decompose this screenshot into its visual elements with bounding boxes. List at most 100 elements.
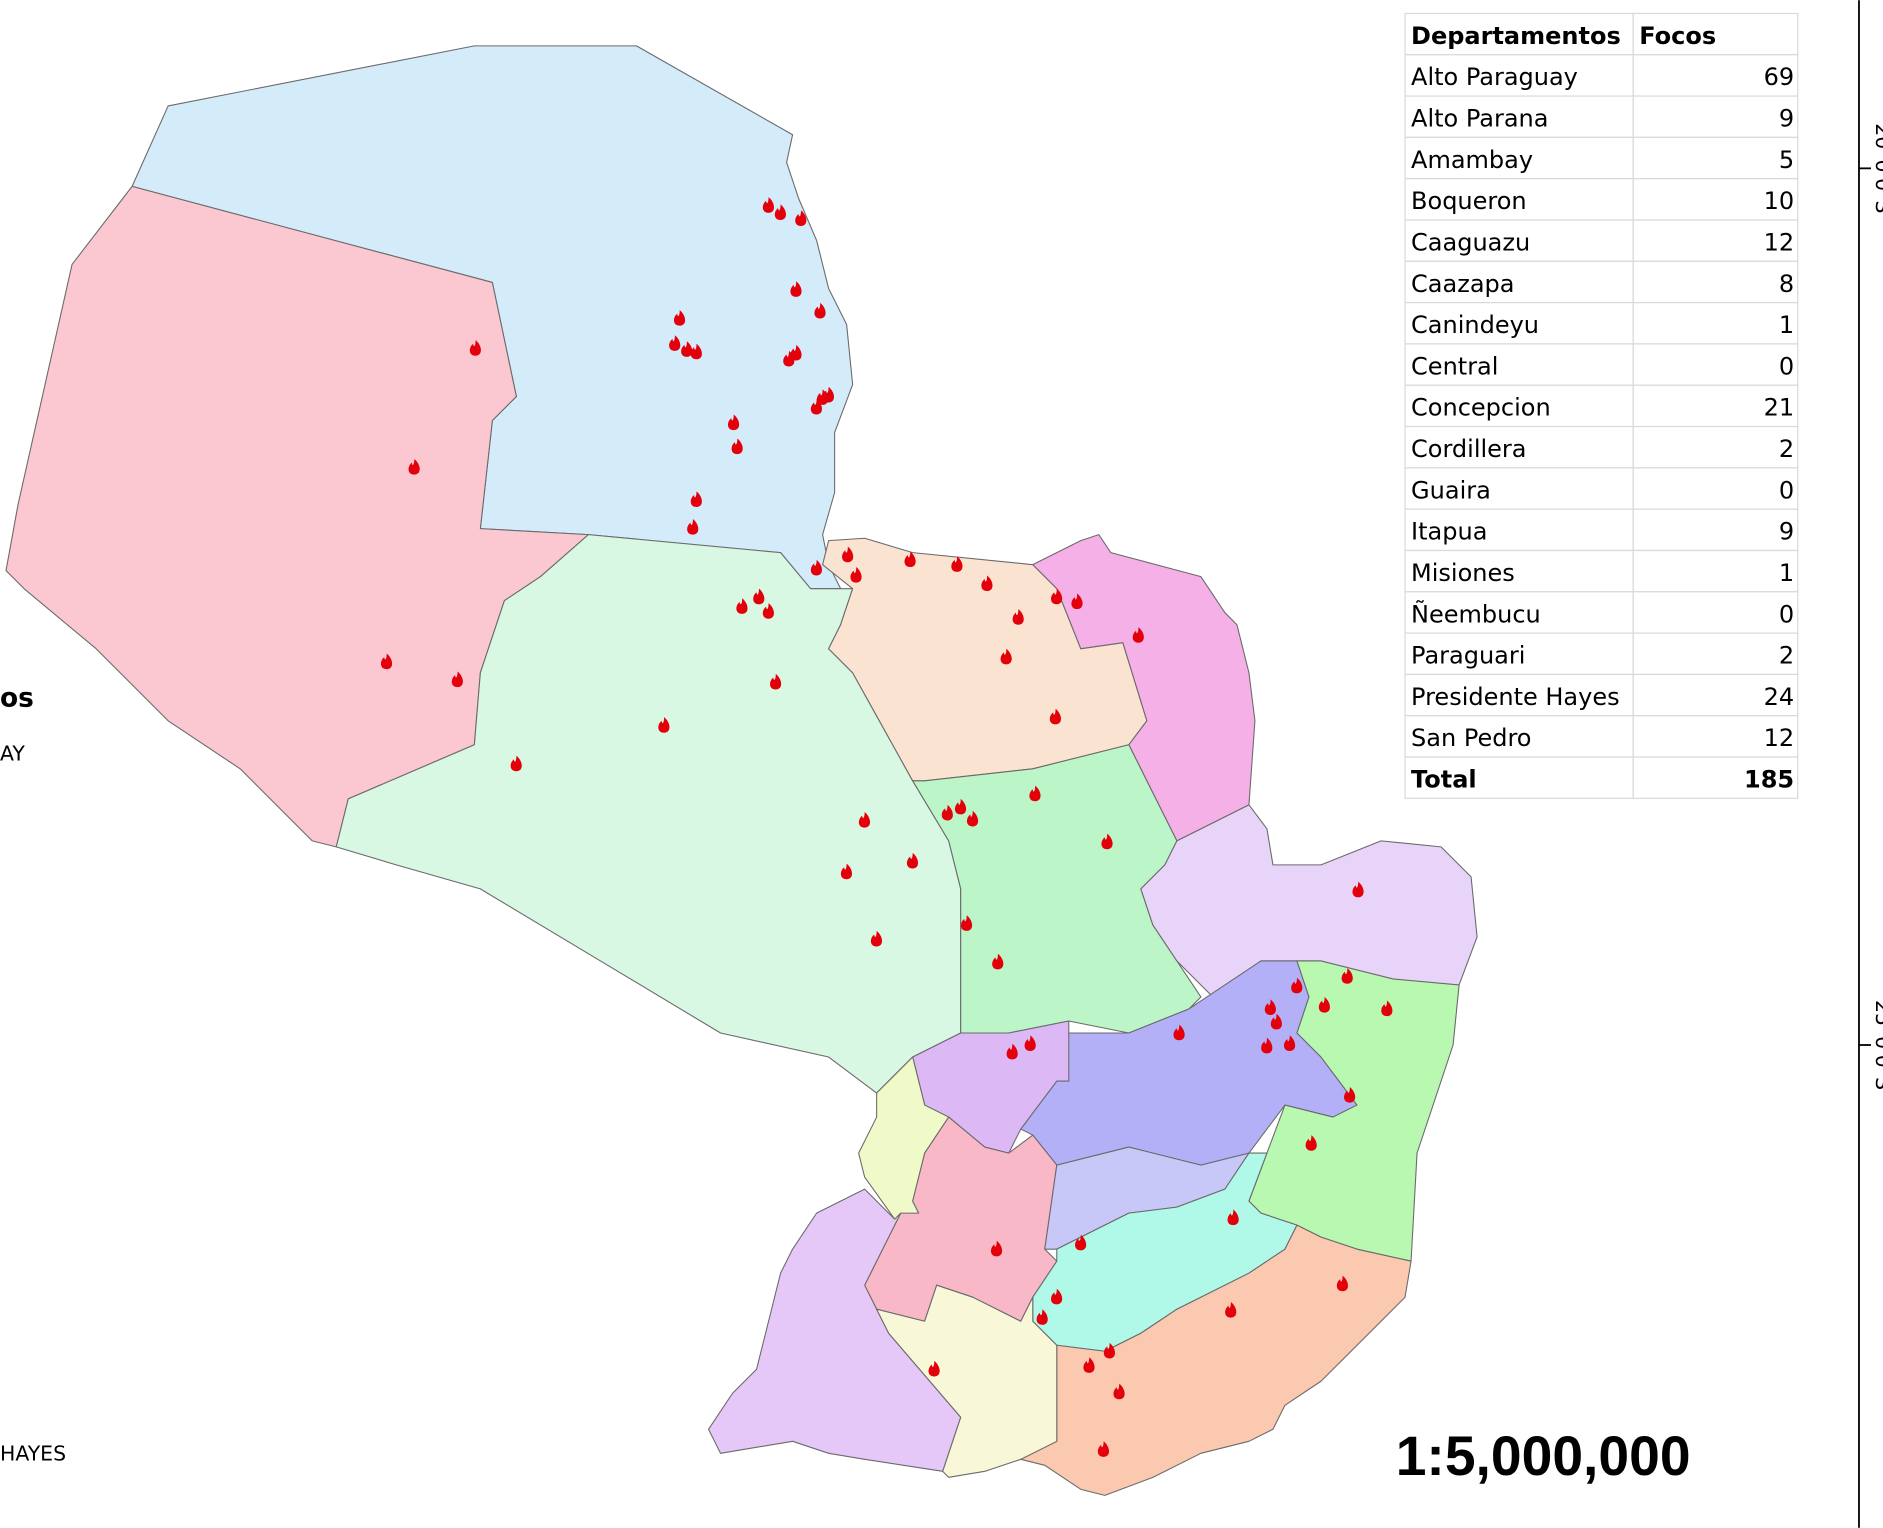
fire-icon	[690, 491, 702, 508]
table-cell	[1632, 549, 1799, 593]
fire-icon	[1225, 1302, 1237, 1318]
fire-icon	[960, 915, 973, 931]
table-label: Itapua	[1411, 518, 1487, 546]
table-cell	[1404, 260, 1634, 304]
fire-icon	[1012, 609, 1024, 625]
table-label: Paraguari	[1411, 642, 1525, 670]
fire-icon	[810, 559, 823, 576]
fire-icon	[906, 852, 919, 869]
table-label: Alto Parana	[1411, 105, 1548, 133]
fire-icon	[1103, 1342, 1116, 1359]
fire-icon	[1075, 1234, 1087, 1251]
table-label: Ñeembucu	[1411, 598, 1541, 628]
table-label: Cordillera	[1411, 435, 1526, 463]
fire-icon	[762, 603, 774, 619]
fire-icon	[1000, 648, 1012, 665]
table-value: 0	[1779, 352, 1794, 380]
fire-icon	[992, 953, 1004, 970]
fire-icon	[1381, 1000, 1393, 1017]
fire-icon	[408, 458, 420, 475]
fire-icon	[1341, 968, 1353, 984]
fire-icon	[795, 210, 807, 226]
fire-icon	[1284, 1035, 1296, 1052]
table-cell	[1404, 549, 1634, 593]
table-label: Canindeyu	[1411, 311, 1539, 339]
table-value: 2	[1779, 642, 1794, 670]
table-cell	[1404, 756, 1634, 799]
fire-icon	[1261, 1037, 1273, 1054]
table-label: Total	[1411, 766, 1477, 794]
table-cell	[1632, 756, 1799, 799]
table-value: 8	[1779, 270, 1794, 298]
table-cell	[1404, 591, 1634, 634]
table-cell	[1632, 384, 1799, 428]
fire-icon	[966, 810, 979, 827]
fire-icon	[1305, 1135, 1317, 1151]
table-cell	[1404, 12, 1634, 56]
itapua-area	[1020, 1224, 1412, 1496]
fire-icon	[731, 438, 743, 455]
departments	[5, 45, 1478, 1496]
fire-icon	[822, 386, 835, 403]
misiones-area	[876, 1284, 1058, 1478]
fire-icon	[1036, 1309, 1048, 1325]
table-cell	[1632, 178, 1799, 221]
fire-markers	[380, 197, 1393, 1457]
table-cell	[1404, 632, 1634, 676]
fire-icon	[681, 341, 693, 357]
table-label: San Pedro	[1411, 724, 1531, 752]
fire-icon	[736, 598, 748, 614]
fire-icon	[1049, 708, 1061, 725]
table-value: 12	[1764, 724, 1795, 752]
fire-icon	[1173, 1024, 1185, 1041]
fire-icon	[1113, 1383, 1125, 1400]
table-cell	[1632, 715, 1799, 758]
fire-icon	[1291, 977, 1303, 994]
fire-icon	[1336, 1275, 1349, 1292]
fire-icon	[1083, 1357, 1095, 1373]
fire-icon	[904, 551, 916, 568]
fire-icon	[669, 335, 681, 351]
table-label: Caazapa	[1411, 270, 1514, 298]
table-cell	[1632, 95, 1799, 138]
table-cell	[1632, 260, 1799, 304]
fire-icon	[870, 930, 883, 947]
fire-icon	[990, 1240, 1003, 1257]
fire-icon	[727, 414, 740, 431]
fire-icon	[753, 588, 765, 605]
fire-icon	[1264, 999, 1276, 1015]
fire-icon	[658, 717, 670, 733]
fire-icon	[774, 204, 786, 220]
fire-icon	[1318, 996, 1330, 1013]
table-cell	[1632, 632, 1799, 676]
fire-icon	[1051, 588, 1063, 605]
table-cell	[1632, 343, 1799, 386]
fire-icon	[954, 798, 967, 815]
legend-fragment: AY	[0, 741, 25, 765]
table-value: 12	[1764, 228, 1795, 256]
table-cell	[1632, 12, 1799, 56]
table-label: Presidente Hayes	[1411, 683, 1620, 711]
fire-icon	[941, 804, 953, 821]
fire-icon	[469, 340, 481, 356]
fire-icon	[1006, 1043, 1018, 1060]
table-label: Alto Paraguay	[1411, 63, 1578, 91]
fire-icon	[858, 812, 871, 828]
graticule-label: 25°0'0"S	[1871, 1000, 1883, 1090]
neembucu-area	[707, 1188, 962, 1472]
table-cell	[1632, 673, 1799, 717]
table-value: 0	[1779, 476, 1794, 504]
fire-icon	[1024, 1035, 1036, 1052]
table-value: 10	[1764, 187, 1795, 215]
table-value: 1	[1779, 311, 1794, 339]
fire-icon	[380, 653, 393, 670]
legend-fragment: HAYES	[0, 1442, 66, 1466]
table-cell	[1404, 343, 1634, 386]
scale-label: 1:5,000,000	[1396, 1425, 1691, 1487]
table-value: 9	[1779, 518, 1794, 546]
table-value: 69	[1764, 63, 1795, 91]
fire-icon	[1097, 1441, 1110, 1457]
fire-icon	[1352, 881, 1364, 898]
table-label: Boqueron	[1411, 187, 1527, 215]
table-label: Concepcion	[1411, 394, 1551, 422]
